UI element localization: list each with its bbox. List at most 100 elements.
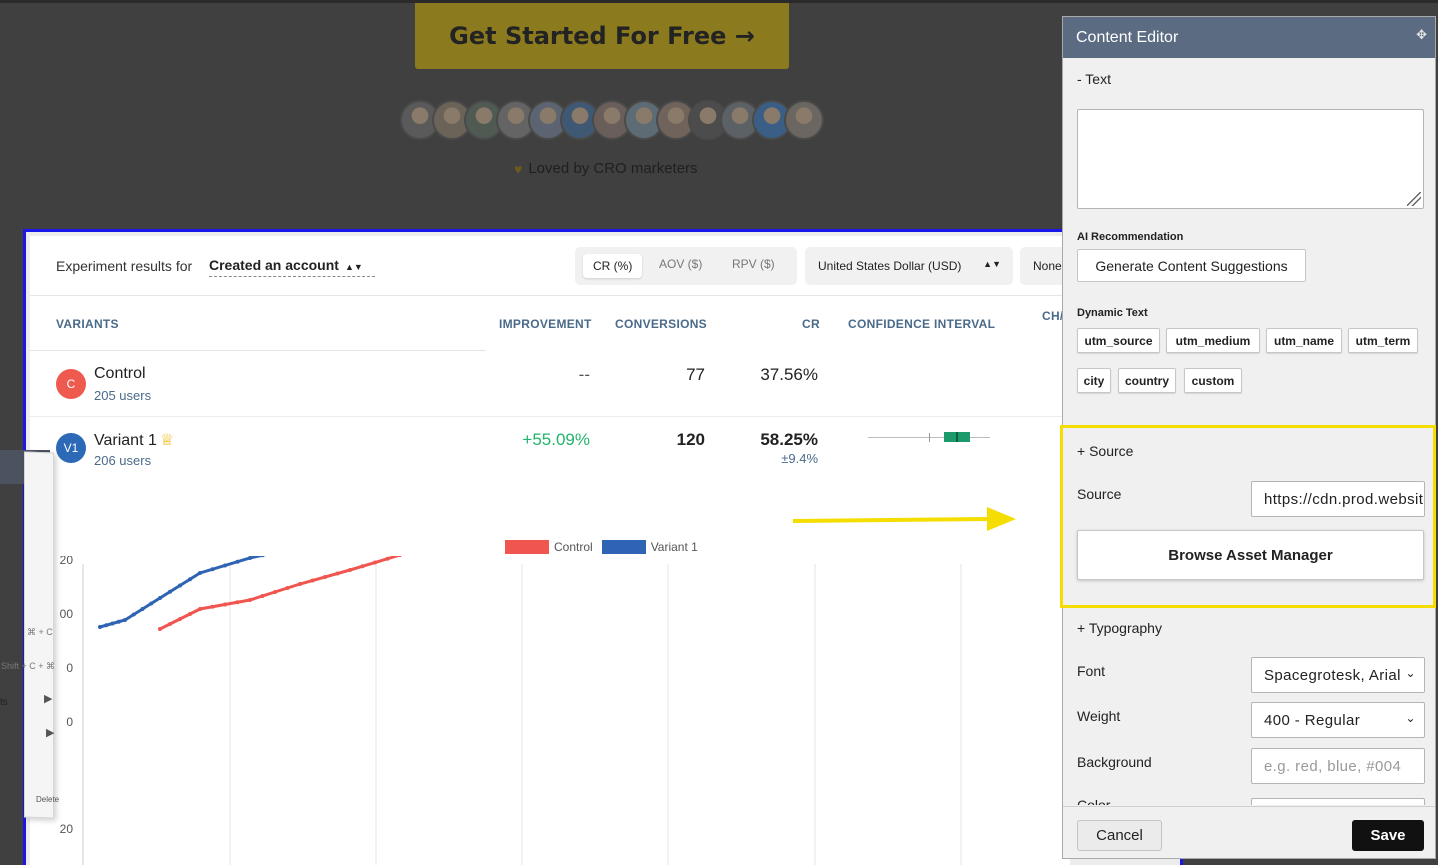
series-variant-1-point — [178, 583, 182, 588]
chip-utm-medium[interactable]: utm_medium — [1166, 328, 1260, 353]
menu-delete[interactable]: Delete — [36, 795, 60, 804]
y-tick-label: 20 — [60, 556, 74, 567]
series-variant-1-point — [140, 607, 145, 611]
content-editor-panel: Content Editor ✥ - Text AI Recommendatio… — [1062, 16, 1436, 859]
series-control-point — [310, 578, 315, 583]
legend-swatch-control[interactable] — [505, 540, 549, 554]
editor-body: - Text AI Recommendation Generate Conten… — [1063, 58, 1435, 805]
avatar — [784, 100, 824, 140]
legend-label-control: Control — [554, 540, 593, 554]
chip-country[interactable]: country — [1118, 368, 1176, 393]
currency-select[interactable]: United States Dollar (USD) ▲▼ — [805, 247, 1013, 285]
series-control-point — [285, 586, 290, 590]
editor-header[interactable]: Content Editor ✥ — [1063, 17, 1435, 58]
move-icon[interactable]: ✥ — [1416, 27, 1427, 42]
series-variant-1-point — [158, 596, 162, 600]
variant-name-control[interactable]: Control — [94, 365, 146, 382]
section-source-toggle[interactable]: + Source — [1077, 443, 1134, 459]
top-divider — [0, 0, 1438, 3]
event-name: Created an account — [209, 257, 339, 273]
menu-copy-style-shortcut[interactable]: ⌘ + Shift + C — [0, 661, 55, 671]
y-tick-label: 0 — [66, 715, 73, 729]
series-control-point — [348, 568, 352, 572]
variant-name-v1-text: Variant 1 — [94, 432, 157, 449]
font-select[interactable]: Spacegrotesk, Arial ⌄ — [1251, 657, 1425, 693]
weight-select[interactable]: 400 - Regular ⌄ — [1251, 702, 1425, 738]
series-control-point — [210, 604, 215, 609]
series-control-point — [385, 556, 390, 561]
chip-utm-name[interactable]: utm_name — [1266, 328, 1342, 353]
generate-suggestions-button[interactable]: Generate Content Suggestions — [1077, 249, 1306, 282]
segment-value: None — [1033, 259, 1062, 273]
series-control-point — [188, 612, 192, 616]
conversions-control: 77 — [686, 365, 705, 384]
variant-badge-control: C — [56, 369, 86, 399]
series-variant-1-point — [168, 589, 172, 594]
series-control-point — [323, 575, 327, 579]
dynamic-text-label: Dynamic Text — [1077, 307, 1148, 319]
resize-grip-icon[interactable] — [1407, 192, 1421, 206]
series-control-point — [273, 590, 277, 594]
conversions-v1: 120 — [676, 430, 705, 449]
menu-fragment-text: ts — [0, 697, 8, 708]
background-label: Background — [1077, 754, 1152, 770]
results-for-label: Experiment results for — [56, 258, 193, 274]
series-control-point — [168, 622, 172, 626]
y-tick-label: 0 — [66, 661, 73, 675]
segment-select[interactable]: None — [1020, 247, 1070, 285]
legend-label-v1: Variant 1 — [650, 540, 698, 554]
legend-swatch-v1[interactable] — [601, 540, 646, 554]
variant-name-v1[interactable]: Variant 1 ♕ — [94, 430, 174, 450]
chart-legend: Control Variant 1 — [505, 540, 698, 554]
chip-custom[interactable]: custom — [1184, 368, 1242, 393]
results-header: Experiment results for Created an accoun… — [30, 236, 1070, 296]
browse-asset-manager-button[interactable]: Browse Asset Manager — [1077, 530, 1424, 580]
cancel-button[interactable]: Cancel — [1077, 820, 1162, 851]
confidence-interval-median — [956, 432, 958, 442]
loved-by-row: ♥ Loved by CRO marketers — [514, 160, 698, 177]
event-selector[interactable]: Created an account ▲▼ — [209, 257, 375, 277]
series-variant-1-point — [131, 612, 136, 617]
series-control-point — [158, 627, 162, 631]
source-url-input[interactable]: https://cdn.prod.website-files.com — [1251, 481, 1425, 517]
confidence-interval-baseline — [929, 433, 930, 442]
tab-rpv[interactable]: RPV ($) — [732, 257, 775, 271]
tab-aov[interactable]: AOV ($) — [659, 257, 703, 271]
font-value: Spacegrotesk, Arial — [1264, 667, 1401, 684]
series-control-point — [398, 556, 402, 557]
series-control-path — [159, 556, 402, 631]
heart-icon: ♥ — [514, 160, 523, 177]
submenu-arrow-icon[interactable]: ▶ — [44, 693, 53, 705]
col-conversions: CONVERSIONS — [615, 317, 707, 331]
col-variants: VARIANTS — [56, 317, 119, 331]
series-variant-1-point — [104, 623, 109, 628]
annotation-arrow-icon — [793, 507, 1016, 531]
menu-copy-shortcut[interactable]: ⌘ + C — [27, 627, 53, 637]
variant-users-control: 205 users — [94, 388, 152, 403]
sort-updown-icon: ▲▼ — [344, 262, 363, 272]
series-variant-1-path — [99, 556, 267, 629]
get-started-button[interactable]: Get Started For Free → — [415, 3, 789, 69]
series-control-point — [335, 571, 340, 576]
tab-cr[interactable]: CR (%) — [583, 254, 643, 278]
section-typography-toggle[interactable]: + Typography — [1077, 620, 1162, 636]
background-color-input[interactable]: e.g. red, blue, #004 — [1251, 748, 1425, 784]
weight-label: Weight — [1077, 708, 1121, 724]
section-text-toggle[interactable]: - Text — [1077, 71, 1111, 87]
text-content-input[interactable] — [1077, 109, 1424, 209]
series-variant-1-point — [123, 618, 127, 622]
series-control-point — [235, 600, 240, 605]
variant-users-v1: 206 users — [94, 453, 152, 468]
cr-control: 37.56% — [760, 365, 818, 384]
save-button[interactable]: Save — [1352, 820, 1424, 851]
series-variant-1-point — [188, 577, 192, 582]
series-control-point — [260, 594, 265, 598]
series-variant-1-point — [116, 619, 121, 624]
series-control-point — [298, 582, 302, 586]
loved-text: Loved by CRO marketers — [528, 160, 698, 177]
chip-utm-source[interactable]: utm_source — [1077, 328, 1160, 353]
chip-city[interactable]: city — [1077, 368, 1111, 393]
text-color-input[interactable] — [1251, 798, 1425, 805]
chip-utm-term[interactable]: utm_term — [1348, 328, 1418, 353]
submenu-arrow-icon[interactable]: ▶ — [46, 727, 55, 739]
